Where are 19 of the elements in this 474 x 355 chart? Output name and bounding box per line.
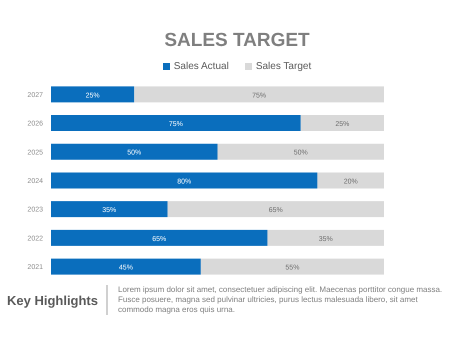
bar <box>51 201 168 218</box>
bar <box>300 115 384 132</box>
bar <box>51 144 218 160</box>
bar <box>51 230 268 246</box>
legend-label: Sales Actual <box>172 60 229 72</box>
text: Key Highlights <box>6 292 99 308</box>
bar <box>134 86 384 102</box>
bar <box>218 144 384 160</box>
bar <box>51 115 301 132</box>
bar <box>317 172 384 188</box>
bar <box>267 230 384 246</box>
bar <box>168 201 384 218</box>
bar <box>51 258 201 275</box>
bar <box>200 258 384 275</box>
text: Lorem ipsum dolor sit amet, consectetuer adipiscing elit. Maecenas porttitor congue massa. Fusce posuere, magna sed pulvinar ultricies, purus lectus malesuada libero, sit amet commodo magna eros quis urna. <box>106 285 448 315</box>
bar <box>51 86 134 102</box>
bar <box>51 172 318 188</box>
chart-title: SALES TARGET <box>163 30 311 53</box>
legend-label: Sales Target <box>254 60 312 72</box>
